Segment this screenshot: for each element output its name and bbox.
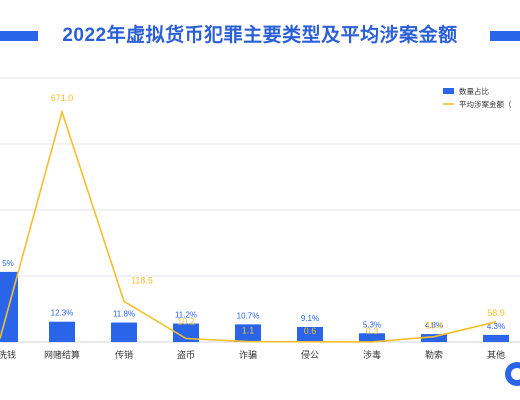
bar-label-3: 11.8%: [113, 310, 135, 319]
chart-title: 2022年虚拟货币犯罪主要类型及平均涉案金额: [62, 25, 458, 46]
line-label-7: 0.3: [366, 326, 379, 336]
title-band: 2022年虚拟货币犯罪主要类型及平均涉案金额: [0, 22, 520, 50]
bar-label-6: 9.1%: [301, 314, 319, 323]
amount-line: [0, 109, 497, 343]
bar-5: [235, 324, 261, 342]
x-tick-label: 网赌结算: [44, 349, 80, 361]
line-label-8: 15.4: [425, 321, 443, 331]
bar-3: [111, 322, 137, 342]
x-tick-label: 涉毒: [363, 349, 381, 361]
bar-label-1: 5%: [2, 259, 14, 268]
line-label-5: 1.1: [242, 326, 255, 336]
title-accent-right: [490, 31, 520, 41]
line-label-4: 10.2: [177, 317, 195, 327]
line-label-2: 671.0: [51, 93, 74, 103]
bar-label-4: 11.2%: [175, 311, 197, 320]
x-tick-label: 盗币: [177, 349, 195, 361]
bar-8: [421, 334, 447, 342]
bar-7: [359, 333, 385, 342]
title-accent-left: [0, 31, 38, 41]
legend-label-bars: 数量占比: [459, 86, 489, 96]
line-label-3: 118.5: [131, 275, 153, 285]
legend-swatch-bars: [443, 88, 454, 94]
legend-label-line: 平均涉案金额（: [459, 99, 512, 109]
bar-6: [297, 326, 323, 342]
bar-9: [483, 334, 509, 342]
bar-label-8: 4.8%: [425, 321, 443, 330]
bar-label-7: 5.3%: [363, 320, 381, 329]
bar-4: [173, 323, 199, 342]
x-tick-label: 洗钱: [0, 349, 16, 361]
bar-label-5: 10.7%: [237, 311, 260, 320]
bar-2: [49, 321, 75, 342]
line-label-9: 58.9: [487, 308, 505, 318]
x-tick-label: 其他: [487, 349, 505, 361]
x-tick-label: 侵公: [301, 349, 319, 361]
line-label-6: 0.6: [304, 326, 317, 336]
x-tick-label: 勒索: [425, 349, 443, 361]
x-tick-label: 诈骗: [239, 349, 257, 361]
x-tick-label: 传销: [115, 349, 133, 361]
bar-label-2: 12.3%: [51, 309, 74, 318]
watermark-logo: [505, 362, 520, 386]
bar-label-9: 4.3%: [487, 322, 505, 331]
